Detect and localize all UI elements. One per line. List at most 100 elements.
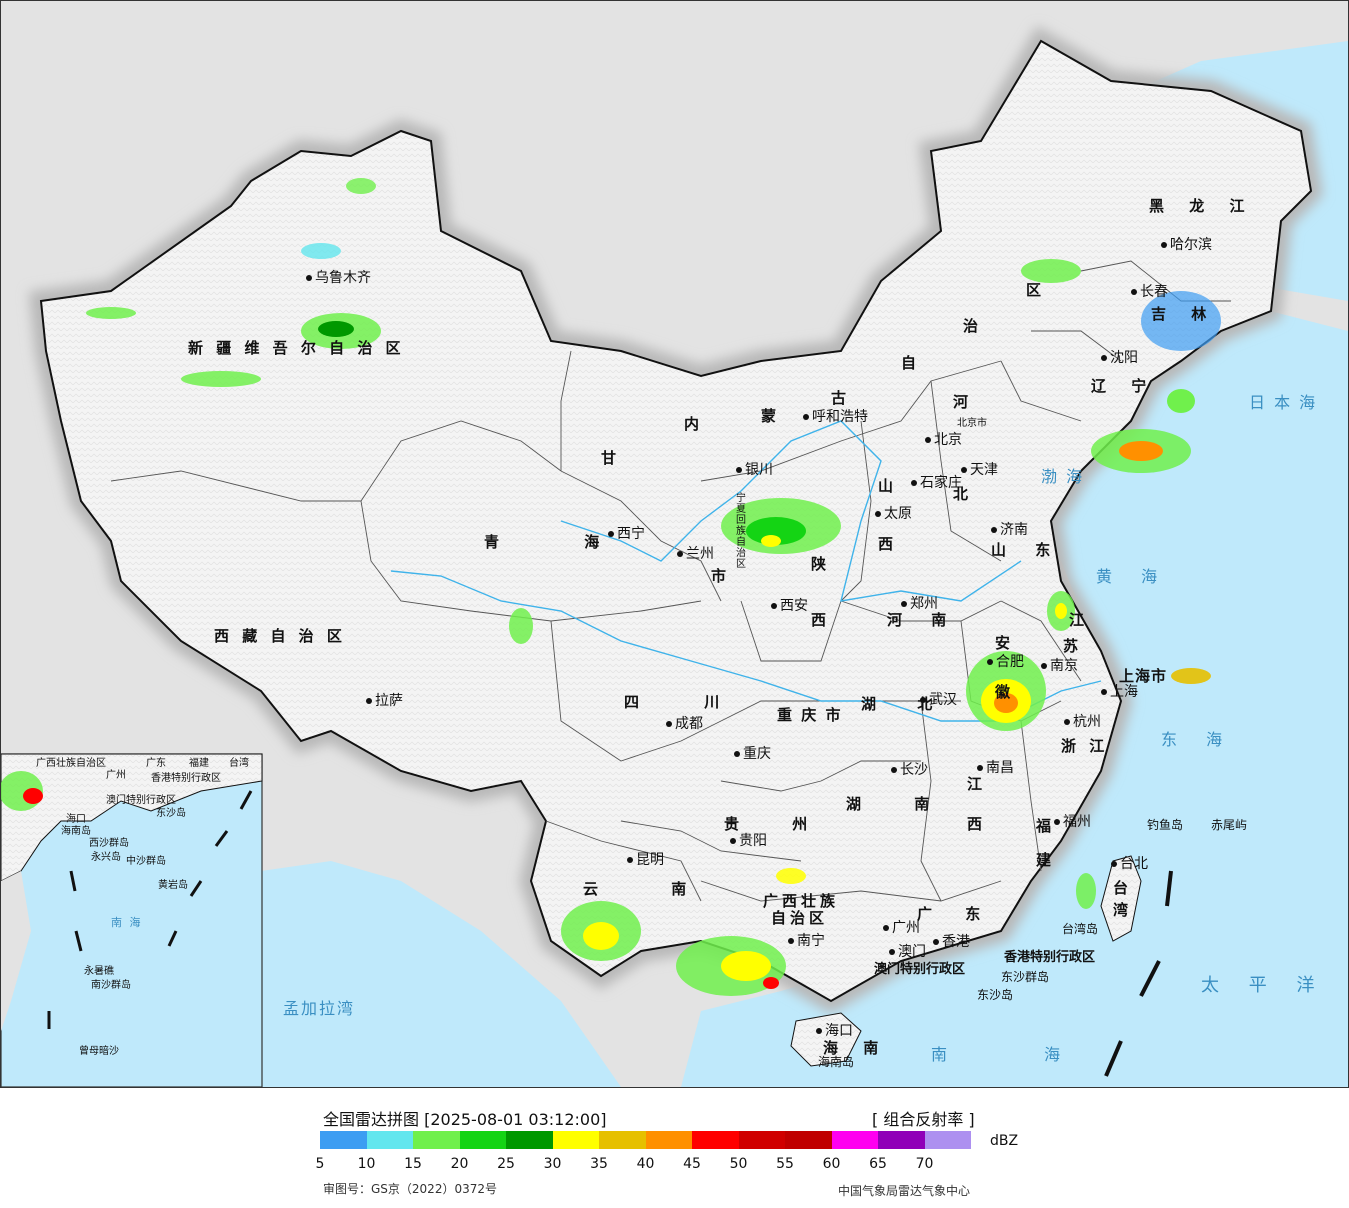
city-huhehaote: 呼和浩特 bbox=[803, 410, 868, 424]
label-qinghai: 青 海 bbox=[484, 533, 640, 551]
city-jinan: 济南 bbox=[991, 523, 1028, 537]
scale-tick-label: 70 bbox=[915, 1156, 934, 1172]
label-anhui-1: 安 bbox=[995, 634, 1025, 652]
city-shanghai: 上海 bbox=[1101, 685, 1138, 699]
inset-label-zhongsha: 中沙群岛 bbox=[126, 856, 166, 867]
scale-swatch bbox=[599, 1131, 646, 1149]
label-jiangxi-2: 西 bbox=[967, 815, 997, 833]
radar-map[interactable]: 新 疆 维 吾 尔 自 治 区 西 藏 自 治 区 青 海 甘 市 内 蒙 古 … bbox=[0, 0, 1349, 1088]
city-beijing: 北京 bbox=[925, 433, 962, 447]
label-shaanxi-1: 陕 bbox=[811, 555, 841, 573]
label-shanghai: 上海市 bbox=[1119, 667, 1168, 685]
city-aomen: 澳门 bbox=[889, 945, 926, 959]
city-shijiazhuang: 石家庄 bbox=[911, 476, 962, 490]
inset-label-guangdong: 广东 bbox=[146, 758, 166, 769]
label-liaoning: 辽 宁 bbox=[1091, 377, 1157, 395]
sea-bohai: 渤 海 bbox=[1041, 467, 1085, 486]
scale-tick-label: 10 bbox=[357, 1156, 376, 1172]
label-hubei: 湖 北 bbox=[861, 695, 951, 713]
label-jiangsu-2: 苏 bbox=[1063, 637, 1093, 655]
city-nanchang: 南昌 bbox=[977, 761, 1014, 775]
scale-tick-label: 50 bbox=[729, 1156, 748, 1172]
inset-label-xianggang: 香港特别行政区 bbox=[151, 773, 221, 784]
inset-label-dongshadao: 东沙岛 bbox=[156, 808, 186, 819]
label-taiwan-2: 湾 bbox=[1113, 901, 1143, 919]
main-dashes bbox=[1104, 870, 1173, 1077]
scale-swatch bbox=[924, 1131, 971, 1149]
label-gansu-shi: 市 bbox=[711, 567, 741, 585]
scale-swatch bbox=[459, 1131, 506, 1149]
city-taibei: 台北 bbox=[1111, 857, 1148, 871]
legend-product: [ 组合反射率 ] bbox=[872, 1110, 975, 1129]
city-kunming: 昆明 bbox=[627, 853, 664, 867]
city-xining: 西宁 bbox=[608, 527, 645, 541]
scale-tick-label: 65 bbox=[869, 1156, 887, 1172]
radar-echoes bbox=[1, 178, 1221, 996]
island-dongshadao: 东沙岛 bbox=[977, 988, 1014, 1002]
city-guiyang: 贵阳 bbox=[730, 834, 767, 848]
island-chiweiyu: 赤尾屿 bbox=[1211, 818, 1248, 832]
label-zhejiang: 浙 江 bbox=[1061, 737, 1109, 755]
label-beijingshi: 北京市 bbox=[957, 418, 987, 429]
city-yinchuan: 银川 bbox=[736, 463, 773, 477]
legend-source: 中国气象局雷达气象中心 bbox=[838, 1184, 971, 1198]
legend-unit: dBZ bbox=[990, 1133, 1019, 1149]
city-chengdu: 成都 bbox=[666, 717, 703, 731]
label-shandong: 山 东 bbox=[991, 541, 1063, 559]
legend: 全国雷达拼图 [2025-08-01 03:12:00] [ 组合反射率 ] d… bbox=[0, 1088, 1349, 1208]
city-nanning: 南宁 bbox=[788, 934, 825, 948]
island-taiwandao: 台湾岛 bbox=[1062, 922, 1099, 936]
label-neimeng-1: 内 bbox=[684, 415, 714, 433]
ocean bbox=[681, 301, 1348, 1087]
city-nanjing: 南京 bbox=[1041, 659, 1078, 673]
city-shenyang: 沈阳 bbox=[1101, 351, 1138, 365]
label-jilin: 吉 林 bbox=[1151, 305, 1217, 323]
label-fujian-1: 福 bbox=[1036, 817, 1066, 835]
scale-tick-label: 30 bbox=[543, 1156, 562, 1172]
map-canvas bbox=[1, 1, 1348, 1087]
scale-swatch bbox=[878, 1131, 925, 1149]
label-shaanxi-2: 西 bbox=[811, 611, 841, 629]
label-henan: 河 南 bbox=[887, 611, 959, 629]
label-gansu: 甘 bbox=[601, 449, 631, 467]
city-zhengzhou: 郑州 bbox=[901, 597, 938, 611]
scale-tick-label: 55 bbox=[776, 1156, 794, 1172]
label-sichuan: 四 川 bbox=[624, 693, 750, 711]
scale-swatch bbox=[692, 1131, 739, 1149]
label-neimeng-5: 治 bbox=[963, 317, 993, 335]
city-hefei: 合肥 bbox=[987, 655, 1024, 669]
inset-vietnam bbox=[1, 871, 31, 1031]
label-chongqing: 重 庆 市 bbox=[777, 706, 843, 724]
label-shanxi-1: 山 bbox=[878, 477, 908, 495]
legend-title: 全国雷达拼图 [2025-08-01 03:12:00] bbox=[323, 1110, 607, 1129]
scale-tick-label: 45 bbox=[683, 1156, 701, 1172]
city-chongqing: 重庆 bbox=[734, 747, 771, 761]
scale-tick-label: 40 bbox=[636, 1156, 655, 1172]
inset-label-hainandao: 海南岛 bbox=[61, 826, 91, 837]
legend-approval: 审图号：GS京（2022）0372号 bbox=[323, 1182, 497, 1196]
scale-tick-label: 5 bbox=[315, 1156, 325, 1172]
sea-taipingyang: 太 平 洋 bbox=[1201, 975, 1327, 996]
city-xian: 西安 bbox=[771, 599, 808, 613]
inset-label-haikou: 海口 bbox=[66, 814, 86, 825]
ocean-west bbox=[261, 861, 621, 1087]
label-guangdong: 广 东 bbox=[917, 905, 995, 923]
city-taiyuan: 太原 bbox=[875, 507, 912, 521]
inset-label-huangyandao: 黄岩岛 bbox=[158, 880, 188, 891]
scale-swatch bbox=[320, 1131, 367, 1149]
label-taiwan-1: 台 bbox=[1113, 879, 1143, 897]
island-dongshaqundao: 东沙群岛 bbox=[1001, 970, 1050, 984]
city-hangzhou: 杭州 bbox=[1064, 715, 1101, 729]
city-urumqi: 乌鲁木齐 bbox=[306, 271, 371, 285]
label-guizhou: 贵 州 bbox=[724, 815, 832, 833]
label-hunan: 湖 南 bbox=[846, 795, 954, 813]
label-hebei-1: 河 bbox=[953, 393, 983, 411]
label-neimeng-3: 古 bbox=[831, 389, 861, 407]
scale-tick-label: 20 bbox=[450, 1156, 469, 1172]
scale-swatch bbox=[738, 1131, 785, 1149]
inset-dashes bbox=[47, 790, 253, 1029]
label-anhui-2: 徽 bbox=[995, 683, 1025, 701]
inset-label-zengmuansha: 曾母暗沙 bbox=[79, 1046, 119, 1057]
scale-swatch bbox=[831, 1131, 878, 1149]
label-neimeng-4: 自 bbox=[901, 354, 931, 372]
